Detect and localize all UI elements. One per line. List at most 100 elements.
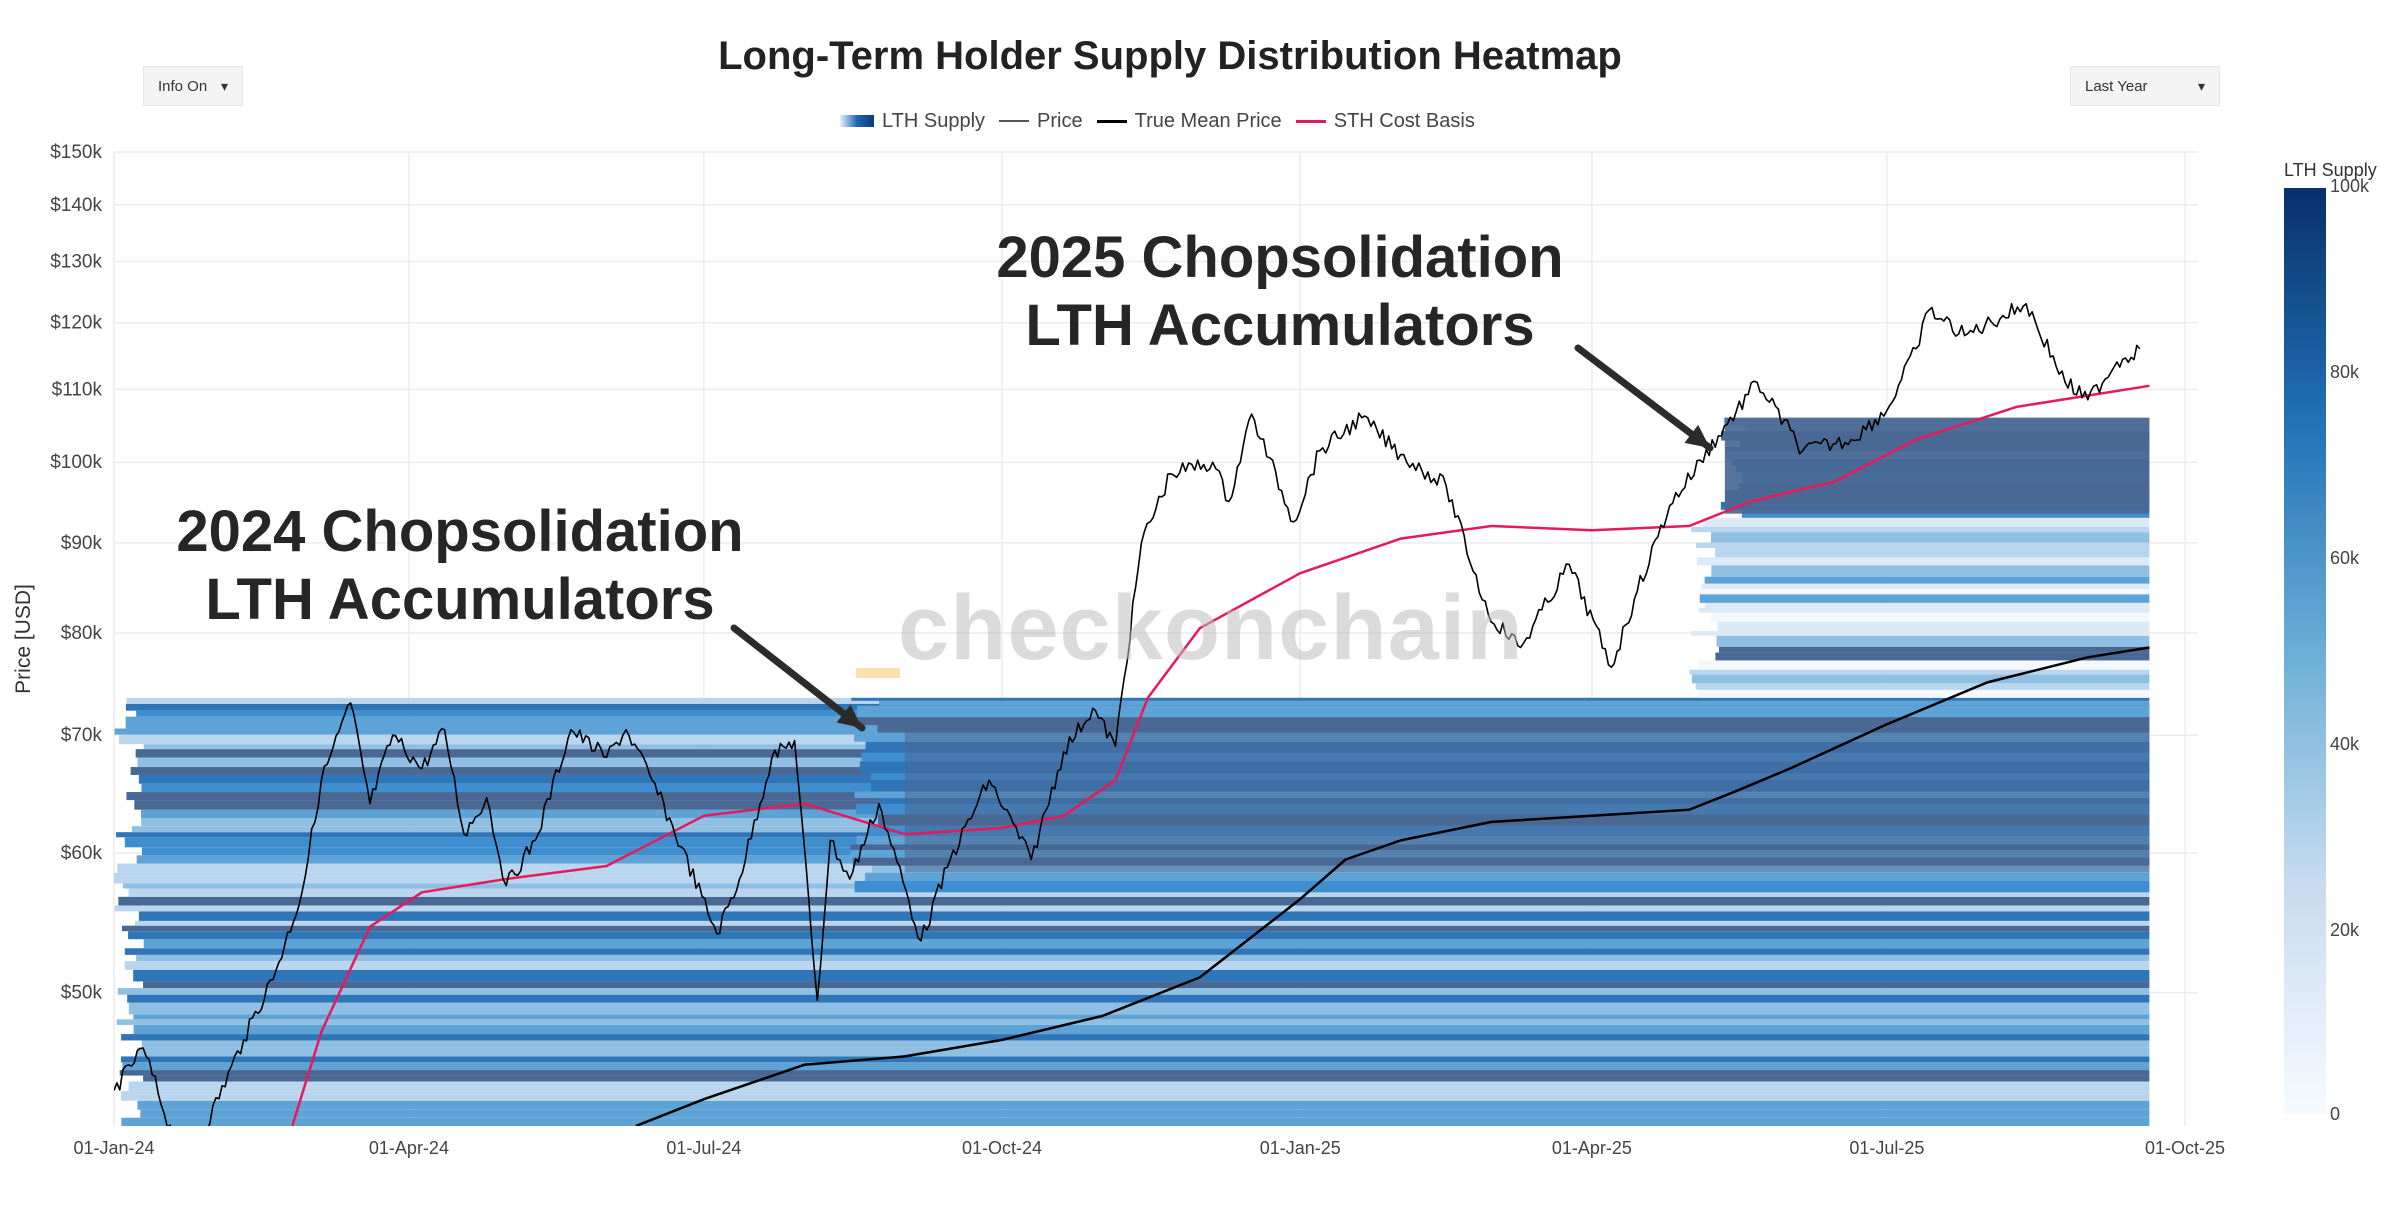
heatmap-band xyxy=(1689,669,2150,675)
y-tick-label: $80k xyxy=(61,623,103,644)
legend-label: STH Cost Basis xyxy=(1333,109,1475,132)
heatmap-band xyxy=(121,1034,2150,1041)
heatmap-layer xyxy=(114,417,2150,1126)
heatmap-band xyxy=(851,697,2150,701)
heatmap-band xyxy=(136,954,2150,962)
heatmap-band xyxy=(121,1117,2150,1126)
y-tick-label: $150k xyxy=(50,142,102,163)
colorbar-tick: 40k xyxy=(2330,734,2360,754)
x-tick-label: 01-Jan-24 xyxy=(73,1138,154,1158)
heatmap-band xyxy=(120,1056,2150,1063)
heatmap-band xyxy=(865,872,2150,881)
range-select-label: Last Year xyxy=(2085,77,2148,95)
legend-item-lth-supply[interactable]: LTH Supply xyxy=(840,110,985,133)
heatmap-band xyxy=(1710,612,2150,622)
heatmap-band xyxy=(854,880,2150,893)
annotation-arrow-shaft xyxy=(1574,344,1714,452)
heatmap-band xyxy=(128,1002,2150,1015)
heatmap-band xyxy=(127,994,2150,1003)
heatmap-band xyxy=(1698,607,2150,613)
heatmap-band xyxy=(1718,646,2150,653)
heatmap-band xyxy=(140,1109,2150,1118)
heatmap-band xyxy=(133,1014,2150,1020)
heatmap-band xyxy=(1702,519,2150,527)
heatmap-band xyxy=(1715,548,2150,558)
heatmap-band xyxy=(138,911,2150,921)
heatmap-band xyxy=(143,981,2150,989)
heatmap-band xyxy=(119,1070,2150,1076)
price-line xyxy=(114,302,2141,1126)
heatmap-band xyxy=(124,948,2150,955)
x-tick-label: 01-Oct-25 xyxy=(2145,1138,2225,1158)
heatmap-band xyxy=(1691,526,2150,533)
heatmap-band xyxy=(1695,542,2150,549)
x-tick-label: 01-Apr-25 xyxy=(1552,1138,1632,1158)
chevron-down-icon: ▾ xyxy=(220,77,228,94)
annotation-2025: 2025 Chopsolidation LTH Accumulators xyxy=(960,224,1600,360)
colorbar-tick: 80k xyxy=(2330,362,2360,382)
legend-label: True Mean Price xyxy=(1134,109,1282,132)
heatmap-band xyxy=(1699,594,2150,603)
x-tick-label: 01-Apr-24 xyxy=(369,1138,449,1158)
watermark-accent xyxy=(856,668,900,678)
heatmap-band xyxy=(128,931,2150,940)
annotation-arrowhead xyxy=(836,704,862,728)
heatmap-band xyxy=(121,1091,2150,1101)
heatmap-band xyxy=(857,705,2150,718)
legend: LTH Supply Price True Mean Price STH Cos… xyxy=(840,108,1489,134)
heatmap-band xyxy=(1715,652,2150,661)
heatmap-band xyxy=(1704,517,2150,520)
y-tick-label: $110k xyxy=(52,379,103,400)
annotation-arrowhead xyxy=(1684,424,1710,448)
heatmap-band xyxy=(128,1081,2150,1092)
colorbar-tick: 20k xyxy=(2330,920,2360,940)
heatmap-band xyxy=(1698,660,2150,670)
sth-cost-basis-line xyxy=(291,384,2150,1126)
heatmap-band xyxy=(1695,683,2150,690)
watermark: checkonchain xyxy=(898,577,1524,679)
y-tick-label: $50k xyxy=(61,983,103,1004)
heatmap-block-2024 xyxy=(904,718,2150,873)
line-swatch-icon xyxy=(1096,119,1127,123)
annotation-line: LTH Accumulators xyxy=(205,567,715,632)
legend-item-price[interactable]: Price xyxy=(999,110,1083,133)
heatmap-band xyxy=(114,905,2150,912)
x-tick-label: 01-Jul-24 xyxy=(666,1138,741,1158)
legend-item-sth-cost-basis[interactable]: STH Cost Basis xyxy=(1295,109,1475,133)
y-tick-label: $90k xyxy=(61,533,103,554)
colorbar-tick: 100k xyxy=(2330,176,2370,196)
info-toggle-dropdown[interactable]: Info On ▾ xyxy=(143,66,243,106)
y-tick-label: $60k xyxy=(61,843,103,864)
heatmap-band xyxy=(128,888,2150,897)
heatmap-band xyxy=(117,988,2150,995)
heatmap-band xyxy=(1711,565,2150,577)
heatmap-band xyxy=(134,920,2150,926)
axes-layer: $50k $60k $70k $80k $90k $100k $110k $120k $130k… xyxy=(12,142,2225,1158)
colorbar xyxy=(2284,188,2326,1114)
heatmap-band xyxy=(1705,602,2150,608)
heatmap-band xyxy=(143,1075,2150,1082)
x-tick-label: 01-Jul-25 xyxy=(1849,1138,1924,1158)
annotation-arrow-shaft xyxy=(730,624,866,732)
heatmap-band xyxy=(1691,674,2150,684)
heatmap-band xyxy=(1698,689,2150,698)
range-select-dropdown[interactable]: Last Year ▾ xyxy=(2070,66,2220,106)
heatmap-band xyxy=(143,939,2150,949)
heatmap-band xyxy=(1701,583,2150,590)
true-mean-price-line xyxy=(635,646,2150,1126)
colorbar-tick: 0 xyxy=(2330,1104,2341,1124)
heatmap-band xyxy=(122,1062,2150,1071)
annotation-2024: 2024 Chopsolidation LTH Accumulators xyxy=(150,498,770,634)
heatmap-band xyxy=(1741,509,2150,518)
heatmap-band xyxy=(1717,621,2150,631)
y-tick-label: $70k xyxy=(61,725,103,746)
legend-label: LTH Supply xyxy=(882,109,986,132)
y-tick-label: $130k xyxy=(50,251,102,272)
legend-item-true-mean[interactable]: True Mean Price xyxy=(1096,109,1282,133)
heatmap-band xyxy=(1691,630,2150,636)
line-swatch-icon xyxy=(999,120,1030,122)
annotation-line: 2025 Chopsolidation xyxy=(996,225,1564,290)
info-toggle-label: Info On xyxy=(158,77,208,95)
heatmap-band xyxy=(124,961,2150,970)
heatmap-band xyxy=(133,969,2150,982)
